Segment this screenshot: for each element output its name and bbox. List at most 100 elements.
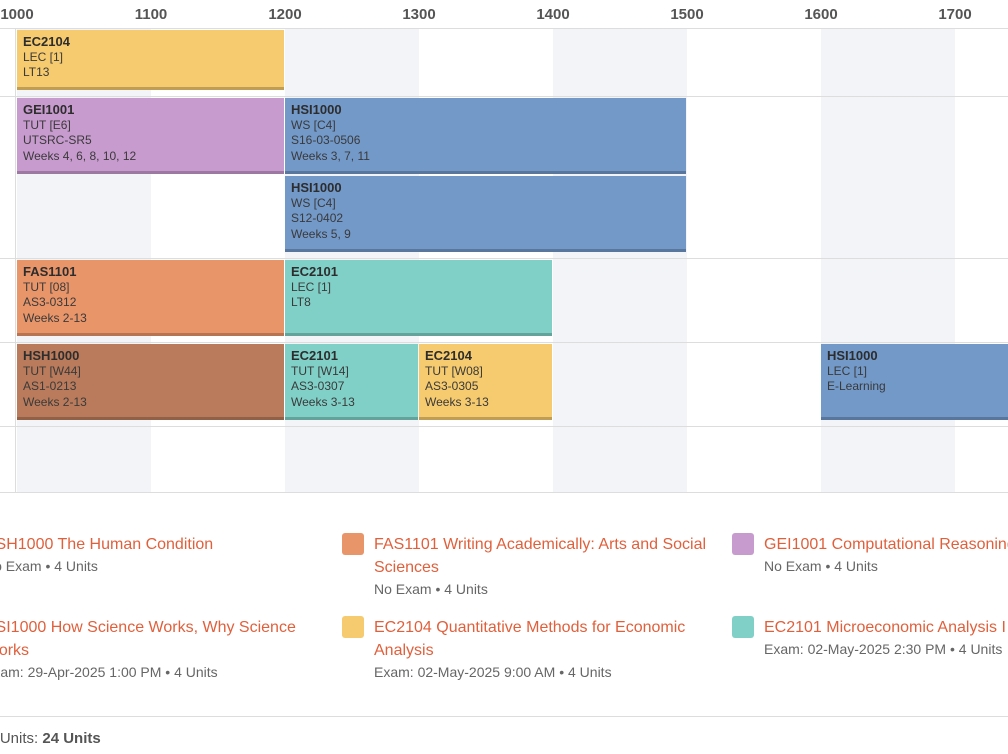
- module-title: Microeconomic Analysis I: [826, 619, 1006, 636]
- hour-label: 1500: [670, 6, 704, 23]
- header-line: [0, 28, 1008, 29]
- legend-title[interactable]: FAS1101 Writing Academically: Arts and S…: [374, 533, 714, 579]
- lesson-weeks: Weeks 2-13: [23, 394, 87, 409]
- hour-label: 1000: [0, 6, 34, 23]
- lesson-weeks: Weeks 5, 9: [291, 226, 351, 241]
- day-line: [0, 426, 1008, 427]
- lesson-block[interactable]: HSH1000 TUT [W44] AS1-0213 Weeks 2-13: [17, 344, 284, 420]
- hour-label: 1600: [804, 6, 838, 23]
- lesson-code: HSI1000: [827, 348, 878, 363]
- lesson-block[interactable]: EC2104 TUT [W08] AS3-0305 Weeks 3-13: [419, 344, 552, 420]
- hour-label: 1700: [938, 6, 972, 23]
- lesson-type: TUT [W08]: [425, 363, 483, 378]
- legend-info: No Exam • 4 Units: [374, 581, 488, 597]
- module-title: Computational Reasoning: [831, 536, 1008, 553]
- lesson-block[interactable]: FAS1101 TUT [08] AS3-0312 Weeks 2-13: [17, 260, 284, 336]
- lesson-block[interactable]: HSI1000 WS [C4] S12-0402 Weeks 5, 9: [285, 176, 686, 252]
- lesson-block[interactable]: EC2101 LEC [1] LT8: [285, 260, 552, 336]
- hour-label: 1100: [134, 6, 168, 23]
- module-code: GEI1001: [764, 536, 828, 553]
- legend-item: GEI1001 Computational Reasoning No Exam •…: [732, 533, 1008, 574]
- legend-title[interactable]: HSI1000 How Science Works, Why Science W…: [0, 616, 324, 662]
- lesson-type: LEC [1]: [23, 49, 64, 64]
- legend-title[interactable]: EC2101 Microeconomic Analysis I: [764, 616, 1008, 639]
- module-code: HSH1000: [0, 536, 54, 553]
- lesson-venue: E-Learning: [827, 379, 886, 393]
- module-code: EC2101: [764, 619, 822, 636]
- legend-swatch[interactable]: [342, 533, 364, 555]
- lesson-venue: AS1-0213: [23, 379, 77, 393]
- lesson-weeks: Weeks 3, 7, 11: [291, 148, 370, 163]
- lesson-code: HSI1000: [291, 102, 342, 117]
- lesson-venue: UTSRC-SR5: [23, 133, 92, 147]
- total-units: Total Units: 24 Units: [0, 730, 101, 747]
- hour-label: 1200: [268, 6, 302, 23]
- lesson-weeks: Weeks 3-13: [425, 394, 489, 409]
- legend-item: HSH1000 The Human Condition No Exam • 4 U…: [0, 533, 324, 574]
- legend-swatch[interactable]: [732, 616, 754, 638]
- module-code: HSI1000: [0, 619, 47, 636]
- lesson-weeks: Weeks 3-13: [291, 394, 355, 409]
- lesson-type: TUT [08]: [23, 279, 70, 294]
- day-line: [0, 342, 1008, 343]
- day-line: [0, 492, 1008, 493]
- lesson-type: WS [C4]: [291, 195, 336, 210]
- module-title: How Science Works, Why Science Works: [0, 619, 296, 659]
- legend-title[interactable]: EC2104 Quantitative Methods for Economic…: [374, 616, 714, 662]
- day-line: [0, 96, 1008, 97]
- lesson-block[interactable]: GEI1001 TUT [E6] UTSRC-SR5 Weeks 4, 6, 8, 1…: [17, 98, 284, 174]
- lesson-venue: AS3-0312: [23, 295, 77, 309]
- lesson-block[interactable]: HSI1000 LEC [1] E-Learning: [821, 344, 1008, 420]
- lesson-venue: LT8: [291, 295, 311, 309]
- lesson-type: TUT [W44]: [23, 363, 81, 378]
- lesson-block[interactable]: EC2101 TUT [W14] AS3-0307 Weeks 3-13: [285, 344, 418, 420]
- module-title: Quantitative Methods for Economic Analys…: [374, 619, 686, 659]
- legend-info: Exam: 02-May-2025 2:30 PM • 4 Units: [764, 641, 1003, 657]
- grid-left: [15, 28, 16, 492]
- lesson-code: HSH1000: [23, 348, 80, 363]
- day-line: [0, 258, 1008, 259]
- lesson-type: TUT [E6]: [23, 117, 71, 132]
- legend-info: No Exam • 4 Units: [764, 558, 878, 574]
- lesson-type: TUT [W14]: [291, 363, 349, 378]
- legend-item: EC2101 Microeconomic Analysis I Exam: 02-…: [732, 616, 1008, 657]
- divider: [0, 716, 1008, 717]
- legend-info: Exam: 29-Apr-2025 1:00 PM • 4 Units: [0, 664, 218, 680]
- module-code: EC2104: [374, 619, 432, 636]
- module-title: The Human Condition: [57, 536, 214, 553]
- hour-label: 1400: [536, 6, 570, 23]
- lesson-weeks: Weeks 2-13: [23, 310, 87, 325]
- legend-swatch[interactable]: [342, 616, 364, 638]
- legend-item: FAS1101 Writing Academically: Arts and S…: [342, 533, 714, 597]
- lesson-code: FAS1101: [23, 264, 77, 279]
- lesson-code: EC2104: [23, 34, 70, 49]
- legend-title[interactable]: HSH1000 The Human Condition: [0, 533, 324, 556]
- lesson-block[interactable]: EC2104 LEC [1] LT13: [17, 30, 284, 90]
- lesson-type: WS [C4]: [291, 117, 336, 132]
- lesson-block[interactable]: HSI1000 WS [C4] S16-03-0506 Weeks 3, 7, 11: [285, 98, 686, 174]
- lesson-venue: AS3-0305: [425, 379, 479, 393]
- lesson-code: HSI1000: [291, 180, 342, 195]
- total-value: 24 Units: [42, 730, 101, 747]
- hour-label: 1300: [402, 6, 436, 23]
- lesson-venue: LT13: [23, 65, 50, 79]
- legend-item: HSI1000 How Science Works, Why Science W…: [0, 616, 324, 680]
- legend-item: EC2104 Quantitative Methods for Economic…: [342, 616, 714, 680]
- lesson-code: GEI1001: [23, 102, 75, 117]
- module-code: FAS1101: [374, 536, 439, 553]
- lesson-code: EC2101: [291, 264, 338, 279]
- lesson-type: LEC [1]: [291, 279, 332, 294]
- legend-swatch[interactable]: [732, 533, 754, 555]
- legend-info: No Exam • 4 Units: [0, 558, 98, 574]
- lesson-venue: S12-0402: [291, 211, 344, 225]
- total-label: Total Units:: [0, 730, 39, 747]
- lesson-code: EC2101: [291, 348, 338, 363]
- lesson-type: LEC [1]: [827, 363, 868, 378]
- legend-info: Exam: 02-May-2025 9:00 AM • 4 Units: [374, 664, 612, 680]
- lesson-code: EC2104: [425, 348, 472, 363]
- lesson-venue: AS3-0307: [291, 379, 345, 393]
- lesson-venue: S16-03-0506: [291, 133, 361, 147]
- module-title: Writing Academically: Arts and Social Sc…: [374, 536, 707, 576]
- legend-title[interactable]: GEI1001 Computational Reasoning: [764, 533, 1008, 556]
